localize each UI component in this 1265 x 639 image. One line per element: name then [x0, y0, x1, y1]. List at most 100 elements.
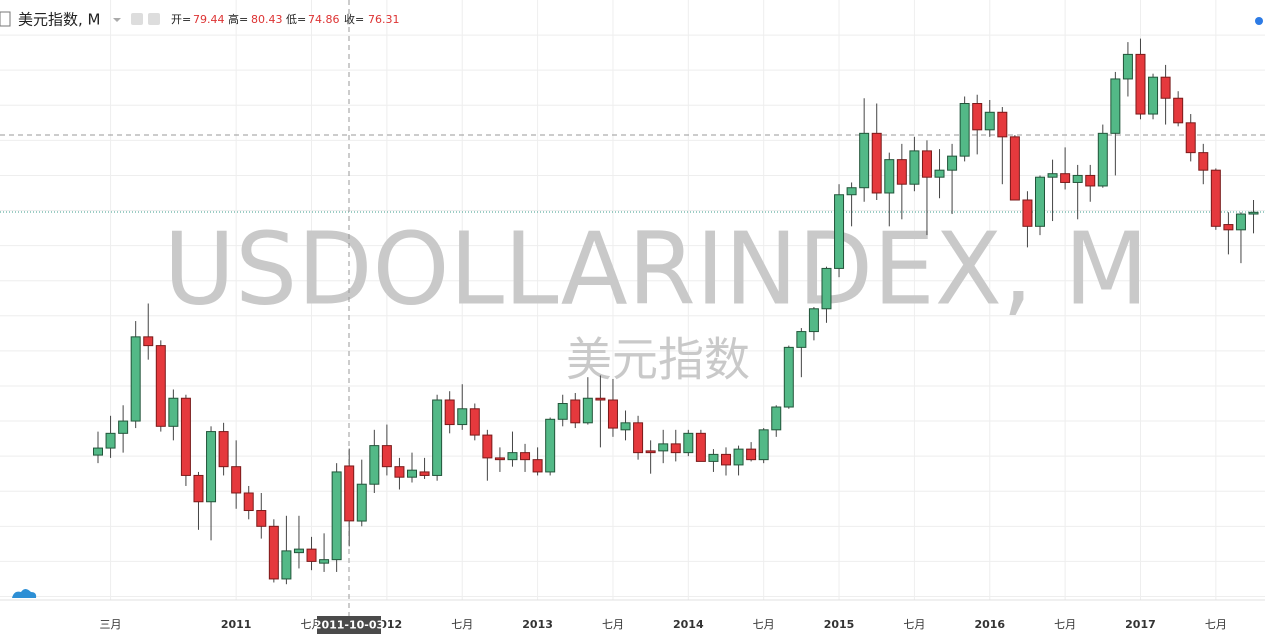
candle-body — [959, 103, 970, 157]
candle-body — [570, 399, 581, 424]
candle-body — [281, 550, 292, 580]
candle-body — [733, 448, 744, 466]
candle-body — [369, 445, 380, 485]
candle-body — [846, 187, 857, 196]
x-tick-label: 七月 — [451, 618, 473, 631]
candle-body — [256, 510, 267, 527]
settings-icon[interactable] — [148, 13, 160, 25]
candle-body — [105, 432, 116, 449]
candle-body — [884, 159, 895, 194]
candle-body — [243, 492, 254, 512]
candle-body — [670, 443, 681, 454]
candle-body — [1110, 78, 1121, 134]
candle-body — [407, 469, 417, 478]
open-value: 79.44 — [193, 13, 225, 26]
candle-body — [1047, 173, 1058, 178]
low-label: 低= — [286, 13, 306, 26]
x-tick-label: 七月 — [903, 618, 925, 631]
candle-body — [118, 420, 129, 434]
candle-body — [293, 548, 304, 554]
candle-body — [557, 403, 568, 420]
close-value: 76.31 — [368, 13, 400, 26]
candle-body — [1185, 122, 1196, 154]
candle-body — [783, 346, 794, 408]
candle-body — [381, 445, 392, 468]
crosshair-label-box — [317, 616, 381, 634]
candle-body — [231, 466, 242, 494]
candle-body — [180, 397, 191, 476]
candle-body — [1135, 53, 1146, 115]
candle-body — [645, 450, 656, 454]
symbol-dropdown[interactable] — [113, 18, 121, 22]
candle-body — [206, 431, 217, 503]
candle-body — [947, 155, 958, 171]
watermark: USDOLLARINDEX, M — [164, 210, 1149, 327]
candle-body — [896, 159, 907, 185]
candle-body — [532, 459, 543, 473]
candle-body — [972, 103, 983, 131]
candle-body — [1022, 199, 1033, 227]
candle-body — [394, 466, 405, 478]
x-tick-label: 2013 — [522, 618, 553, 631]
eye-icon[interactable] — [131, 13, 143, 25]
candle-body — [1173, 97, 1184, 124]
crosshair-label: 2011-10-03 — [314, 619, 384, 632]
candle-body — [934, 169, 945, 178]
candle-body — [130, 336, 141, 422]
candle-body — [457, 408, 468, 426]
x-tick-label: 七月 — [602, 618, 624, 631]
candle-body — [1097, 132, 1108, 187]
candle-body — [1210, 169, 1221, 227]
symbol: 美元指数, M — [18, 11, 100, 29]
candle-body — [921, 150, 932, 178]
candle-body — [796, 331, 807, 348]
candle-body — [331, 471, 342, 561]
x-tick-label: 七月 — [1205, 618, 1227, 631]
candle-body — [344, 465, 355, 522]
candle-body — [218, 431, 229, 468]
candle-body — [432, 399, 443, 476]
candle-body — [193, 474, 204, 503]
candle-body — [683, 432, 694, 454]
candle-body — [658, 443, 669, 452]
x-tick-label: 2015 — [824, 618, 855, 631]
x-tick-label: 2014 — [673, 618, 704, 631]
high-label: 高= — [228, 12, 248, 26]
candle-body — [633, 422, 644, 454]
open-label: 开= — [171, 13, 191, 26]
close-label: 收= — [344, 12, 364, 26]
high-value: 80.43 — [251, 13, 283, 26]
candle-body — [482, 434, 493, 459]
candle-body — [1009, 136, 1020, 201]
candle-body — [168, 397, 179, 427]
candle-body — [984, 111, 995, 131]
candle-body — [997, 111, 1008, 138]
candle-body — [1072, 174, 1083, 183]
x-tick-label: 2011 — [221, 618, 252, 631]
candle-body — [821, 267, 832, 310]
candle-body — [507, 452, 518, 461]
candle-body — [1235, 213, 1246, 231]
menu-icon[interactable] — [0, 11, 11, 27]
candle-body — [1122, 53, 1133, 80]
candle-body — [708, 453, 719, 462]
x-tick-label: 2016 — [974, 618, 1005, 631]
candle-body — [319, 559, 330, 564]
x-tick-label: 七月 — [1054, 618, 1076, 631]
candle-body — [419, 471, 430, 476]
candle-body — [93, 447, 103, 456]
candle-body — [268, 525, 279, 580]
candle-body — [909, 150, 920, 185]
candles — [93, 38, 1259, 585]
candle-body — [520, 452, 531, 461]
logo[interactable] — [12, 589, 37, 598]
candle-body — [595, 397, 606, 401]
candle-body — [758, 429, 769, 461]
candle-body — [306, 548, 317, 562]
candle-body — [1160, 76, 1171, 99]
candle-body — [545, 418, 556, 473]
x-tick-label: 2017 — [1125, 618, 1156, 631]
x-tick-label: 七月 — [753, 618, 775, 631]
candle-body — [356, 483, 367, 522]
candle-body — [746, 448, 757, 461]
